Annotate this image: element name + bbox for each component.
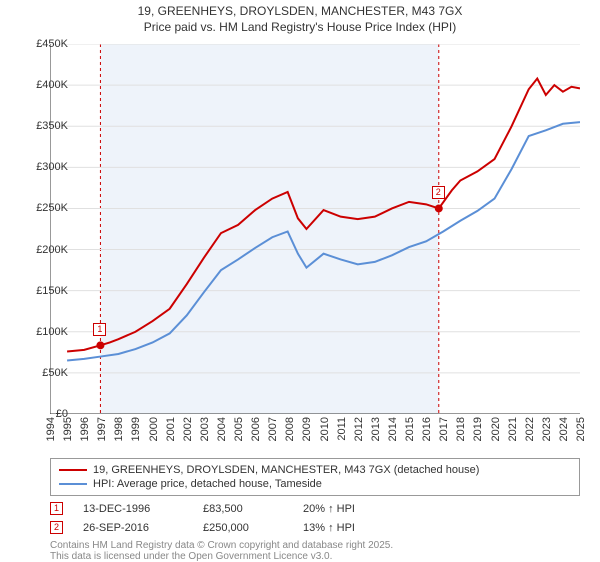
x-tick-label: 2024 (558, 417, 570, 441)
x-tick-label: 2013 (370, 417, 382, 441)
x-tick-label: 2016 (421, 417, 433, 441)
sale-date: 13-DEC-1996 (83, 503, 183, 515)
sale-marker: 2 (50, 521, 63, 534)
x-tick-label: 1996 (79, 417, 91, 441)
y-tick-label: £50K (20, 367, 68, 379)
x-tick-label: 2003 (199, 417, 211, 441)
sales-rows: 1 13-DEC-1996 £83,500 20% ↑ HPI 2 26-SEP-2016… (50, 502, 580, 534)
legend-label-2: HPI: Average price, detached house, Tame… (93, 478, 322, 490)
legend: 19, GREENHEYS, DROYLSDEN, MANCHESTER, M4… (50, 458, 580, 534)
x-tick-label: 2014 (387, 417, 399, 441)
chart-title: 19, GREENHEYS, DROYLSDEN, MANCHESTER, M4… (0, 0, 600, 35)
footnote-line-1: Contains HM Land Registry data © Crown c… (50, 540, 393, 551)
sale-date: 26-SEP-2016 (83, 522, 183, 534)
x-tick-label: 2019 (472, 417, 484, 441)
sale-pct: 13% ↑ HPI (303, 522, 383, 534)
x-tick-label: 2002 (182, 417, 194, 441)
x-tick-label: 2022 (524, 417, 536, 441)
x-tick-label: 2020 (490, 417, 502, 441)
x-tick-label: 1995 (62, 417, 74, 441)
x-tick-label: 2010 (319, 417, 331, 441)
x-tick-label: 2005 (233, 417, 245, 441)
y-tick-label: £250K (20, 202, 68, 214)
legend-box: 19, GREENHEYS, DROYLSDEN, MANCHESTER, M4… (50, 458, 580, 496)
footnote-line-2: This data is licensed under the Open Gov… (50, 551, 393, 562)
sale-marker-box: 1 (93, 323, 106, 336)
x-tick-label: 2021 (507, 417, 519, 441)
x-tick-label: 2009 (301, 417, 313, 441)
x-tick-label: 2006 (250, 417, 262, 441)
x-tick-label: 2011 (336, 417, 348, 441)
footnote: Contains HM Land Registry data © Crown c… (50, 540, 393, 562)
sale-row: 1 13-DEC-1996 £83,500 20% ↑ HPI (50, 502, 580, 515)
x-tick-label: 1999 (130, 417, 142, 441)
x-tick-label: 2012 (353, 417, 365, 441)
y-tick-label: £100K (20, 326, 68, 338)
x-tick-label: 2015 (404, 417, 416, 441)
legend-row-2: HPI: Average price, detached house, Tame… (59, 477, 571, 491)
y-tick-label: £400K (20, 79, 68, 91)
x-tick-label: 2000 (148, 417, 160, 441)
y-tick-label: £450K (20, 38, 68, 50)
sale-marker: 1 (50, 502, 63, 515)
sale-row: 2 26-SEP-2016 £250,000 13% ↑ HPI (50, 521, 580, 534)
sale-marker-box: 2 (432, 186, 445, 199)
y-tick-label: £200K (20, 244, 68, 256)
sale-price: £250,000 (203, 522, 283, 534)
x-tick-label: 2004 (216, 417, 228, 441)
y-tick-label: £150K (20, 285, 68, 297)
legend-swatch-2 (59, 483, 87, 485)
y-tick-label: £300K (20, 161, 68, 173)
x-tick-label: 2008 (284, 417, 296, 441)
legend-swatch-1 (59, 469, 87, 471)
y-tick-label: £350K (20, 120, 68, 132)
sale-pct: 20% ↑ HPI (303, 503, 383, 515)
chart-container: 19, GREENHEYS, DROYLSDEN, MANCHESTER, M4… (0, 0, 600, 560)
x-tick-label: 1997 (96, 417, 108, 441)
title-line-2: Price paid vs. HM Land Registry's House … (0, 20, 600, 36)
x-tick-label: 2018 (455, 417, 467, 441)
x-tick-label: 2023 (541, 417, 553, 441)
x-tick-label: 1998 (113, 417, 125, 441)
x-tick-label: 2025 (575, 417, 587, 441)
x-tick-label: 1994 (45, 417, 57, 441)
y-tick-label: £0 (20, 408, 68, 420)
x-tick-label: 2007 (267, 417, 279, 441)
legend-row-1: 19, GREENHEYS, DROYLSDEN, MANCHESTER, M4… (59, 463, 571, 477)
title-line-1: 19, GREENHEYS, DROYLSDEN, MANCHESTER, M4… (0, 4, 600, 20)
x-tick-label: 2001 (165, 417, 177, 441)
x-tick-label: 2017 (438, 417, 450, 441)
legend-label-1: 19, GREENHEYS, DROYLSDEN, MANCHESTER, M4… (93, 464, 479, 476)
sale-price: £83,500 (203, 503, 283, 515)
plot-svg (50, 44, 580, 414)
plot-area (50, 44, 580, 414)
